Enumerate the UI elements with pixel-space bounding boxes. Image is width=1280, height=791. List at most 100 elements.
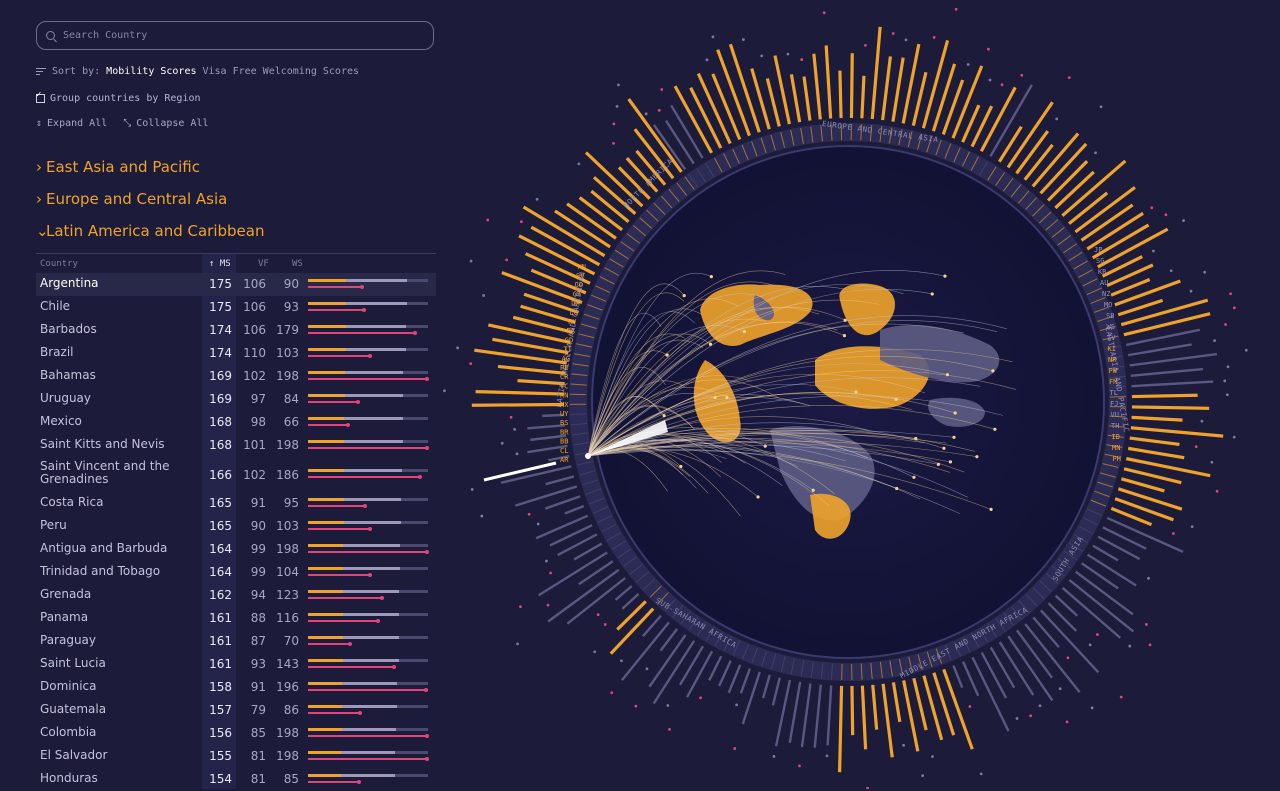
visa-free-count: 91 [238,680,266,694]
column-header-country[interactable]: Country [40,259,78,269]
bar-visa-free [345,371,404,374]
column-header-ws[interactable]: WS [292,259,303,269]
radial-dot [612,123,615,126]
country-name: Chile [40,300,200,313]
radial-dot [470,260,473,263]
radial-dot [1182,219,1185,222]
destination-dot [931,292,934,295]
column-header-vf[interactable]: VF [258,259,269,269]
radial-dot [968,705,971,708]
radial-bar [1124,314,1210,335]
radial-bar [851,53,852,118]
country-name: Saint Vincent and the Grenadines [40,460,200,486]
welcoming-dot [425,734,429,738]
visa-free-count: 90 [238,519,266,533]
collapse-all-button[interactable]: ⤡Collapse All [123,118,208,129]
group-by-region-toggle[interactable]: Group countries by Region [36,93,201,104]
score-bars [308,774,433,786]
bar-welcoming [308,378,427,380]
radial-bar [873,685,877,730]
radial-dot [967,63,970,66]
region-latin-america-and-caribbean[interactable]: ⌄Latin America and Caribbean [36,222,264,240]
expand-all-button[interactable]: ⇕Expand All [36,118,107,129]
destination-dot [942,447,945,450]
bar-visa-free [341,751,395,754]
country-name: Grenada [40,588,200,601]
score-bars [308,325,433,337]
radial-bar [1118,489,1181,509]
sort-option-welcoming-scores[interactable]: Welcoming Scores [263,66,359,77]
radial-dot [469,362,472,365]
region-europe-and-central-asia[interactable]: ›Europe and Central Asia [36,190,227,208]
mobility-score: 174 [204,323,232,337]
bar-welcoming [308,712,360,714]
group-by-region-checkbox[interactable] [36,94,45,103]
sort-option-mobility-scores[interactable]: Mobility Scores [106,66,196,77]
country-name: Barbados [40,323,200,336]
radial-dot [513,428,516,431]
country-name: Guatemala [40,703,200,716]
radial-dot [620,659,623,662]
welcoming-score: 93 [271,300,299,314]
mobility-score: 168 [204,415,232,429]
country-code-label: TT [563,346,572,354]
search-input[interactable] [61,29,425,42]
bar-welcoming [308,758,427,760]
radial-dot [612,142,615,145]
mobility-score: 162 [204,588,232,602]
radial-bar [893,58,903,122]
radial-bar [498,366,565,373]
region-east-asia-and-pacific[interactable]: ›East Asia and Pacific [36,158,200,176]
search-box[interactable] [36,21,434,50]
bar-mobility [308,705,342,708]
bar-visa-free [342,682,397,685]
column-header-ms[interactable]: ↑ MS [209,259,231,269]
welcoming-dot [346,423,350,427]
bar-welcoming [308,666,394,668]
welcoming-score: 198 [271,438,299,452]
radial-bar [492,339,568,352]
radial-bar [719,661,731,686]
country-name: Antigua and Barbuda [40,542,200,555]
radial-dot [980,772,983,775]
welcoming-score: 104 [271,565,299,579]
welcoming-dot [368,527,372,531]
sort-option-visa-free[interactable]: Visa Free [202,66,256,77]
score-bars [308,659,433,671]
radial-dot [760,54,763,57]
country-name: Costa Rica [40,496,200,509]
radial-dot [1020,74,1023,77]
radial-bar [991,647,1014,687]
radial-dot [545,560,548,563]
welcoming-score: 198 [271,542,299,556]
destination-dot [812,489,815,492]
radial-dot [593,650,596,653]
chevron-down-icon: ⌄ [36,222,46,240]
radial-bar [476,392,565,394]
country-code-label: PH [1113,455,1121,463]
radial-bar [1121,479,1164,491]
